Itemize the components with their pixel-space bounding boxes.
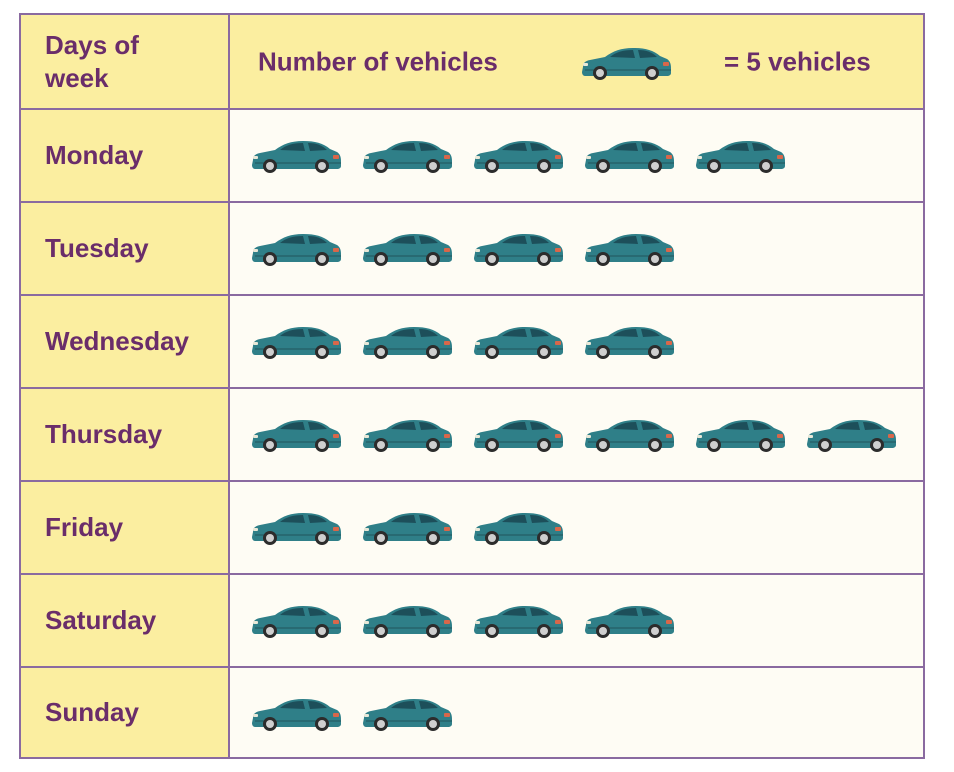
car-icon bbox=[471, 229, 565, 267]
car-icon bbox=[804, 415, 898, 453]
key-text: = 5 vehicles bbox=[724, 46, 871, 76]
car-icon bbox=[360, 508, 454, 546]
data-row-wednesday: Wednesday bbox=[21, 294, 923, 387]
data-row-tuesday: Tuesday bbox=[21, 201, 923, 294]
day-cell: Sunday bbox=[21, 668, 230, 757]
car-icon bbox=[471, 322, 565, 360]
car-icon bbox=[582, 322, 676, 360]
day-cell: Friday bbox=[21, 482, 230, 573]
day-label: Wednesday bbox=[45, 326, 190, 356]
day-cell: Wednesday bbox=[21, 296, 230, 387]
value-header-label: Number of vehicles bbox=[258, 46, 498, 76]
day-cell: Thursday bbox=[21, 389, 230, 480]
day-label: Saturday bbox=[45, 605, 157, 635]
day-label: Tuesday bbox=[45, 233, 149, 263]
car-icon bbox=[582, 229, 676, 267]
category-header-line-1: Days of bbox=[45, 29, 139, 60]
car-icon bbox=[249, 136, 343, 174]
day-label: Sunday bbox=[45, 697, 139, 727]
car-icon bbox=[693, 415, 787, 453]
day-label: Thursday bbox=[45, 419, 163, 449]
data-row-friday: Friday bbox=[21, 480, 923, 573]
data-row-sunday: Sunday bbox=[21, 666, 923, 757]
car-symbols-cell bbox=[230, 203, 923, 294]
category-header-line-2: week bbox=[45, 62, 109, 93]
car-icon bbox=[249, 508, 343, 546]
data-row-thursday: Thursday bbox=[21, 387, 923, 480]
car-symbols-cell bbox=[230, 389, 923, 480]
car-icon bbox=[249, 415, 343, 453]
car-symbols-cell bbox=[230, 296, 923, 387]
car-icon bbox=[249, 322, 343, 360]
day-cell: Monday bbox=[21, 110, 230, 201]
car-icon bbox=[249, 694, 343, 732]
car-symbols-cell bbox=[230, 482, 923, 573]
header-row: Days of week Number of vehicles = 5 vehi… bbox=[21, 15, 923, 108]
car-icon bbox=[693, 136, 787, 174]
car-icon bbox=[471, 415, 565, 453]
key-car-icon bbox=[579, 43, 673, 81]
car-icon bbox=[471, 136, 565, 174]
category-header-label: Days of week bbox=[45, 29, 139, 95]
car-icon bbox=[249, 229, 343, 267]
car-symbols-cell bbox=[230, 575, 923, 666]
car-icon bbox=[360, 601, 454, 639]
car-icon bbox=[582, 601, 676, 639]
car-icon bbox=[471, 508, 565, 546]
car-icon bbox=[360, 136, 454, 174]
car-icon bbox=[360, 694, 454, 732]
header-value-cell: Number of vehicles = 5 vehicles bbox=[230, 15, 923, 108]
car-icon bbox=[360, 229, 454, 267]
car-icon bbox=[582, 415, 676, 453]
car-icon bbox=[360, 415, 454, 453]
header-category-cell: Days of week bbox=[21, 15, 230, 108]
car-icon bbox=[582, 136, 676, 174]
data-row-saturday: Saturday bbox=[21, 573, 923, 666]
car-icon bbox=[471, 601, 565, 639]
day-label: Friday bbox=[45, 512, 124, 542]
car-symbols-cell bbox=[230, 668, 923, 757]
data-row-monday: Monday bbox=[21, 108, 923, 201]
car-symbols-cell bbox=[230, 110, 923, 201]
car-icon bbox=[360, 322, 454, 360]
day-label: Monday bbox=[45, 140, 144, 170]
car-icon bbox=[249, 601, 343, 639]
day-cell: Saturday bbox=[21, 575, 230, 666]
day-cell: Tuesday bbox=[21, 203, 230, 294]
pictograph-table: Days of week Number of vehicles = 5 vehi… bbox=[19, 13, 925, 759]
